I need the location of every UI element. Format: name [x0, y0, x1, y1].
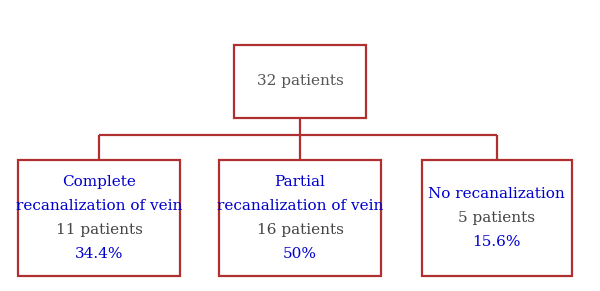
FancyBboxPatch shape [422, 160, 572, 276]
Text: 16 patients: 16 patients [257, 223, 343, 237]
Text: Partial: Partial [275, 175, 325, 189]
Text: 50%: 50% [283, 247, 317, 261]
Text: 15.6%: 15.6% [473, 235, 521, 249]
Text: recanalization of vein: recanalization of vein [16, 199, 182, 213]
Text: Complete: Complete [62, 175, 136, 189]
FancyBboxPatch shape [234, 45, 366, 118]
Text: 32 patients: 32 patients [257, 74, 343, 88]
Text: 11 patients: 11 patients [56, 223, 142, 237]
Text: 5 patients: 5 patients [458, 211, 535, 225]
FancyBboxPatch shape [18, 160, 180, 276]
Text: recanalization of vein: recanalization of vein [217, 199, 383, 213]
Text: 34.4%: 34.4% [75, 247, 123, 261]
FancyBboxPatch shape [219, 160, 381, 276]
Text: No recanalization: No recanalization [428, 187, 565, 201]
